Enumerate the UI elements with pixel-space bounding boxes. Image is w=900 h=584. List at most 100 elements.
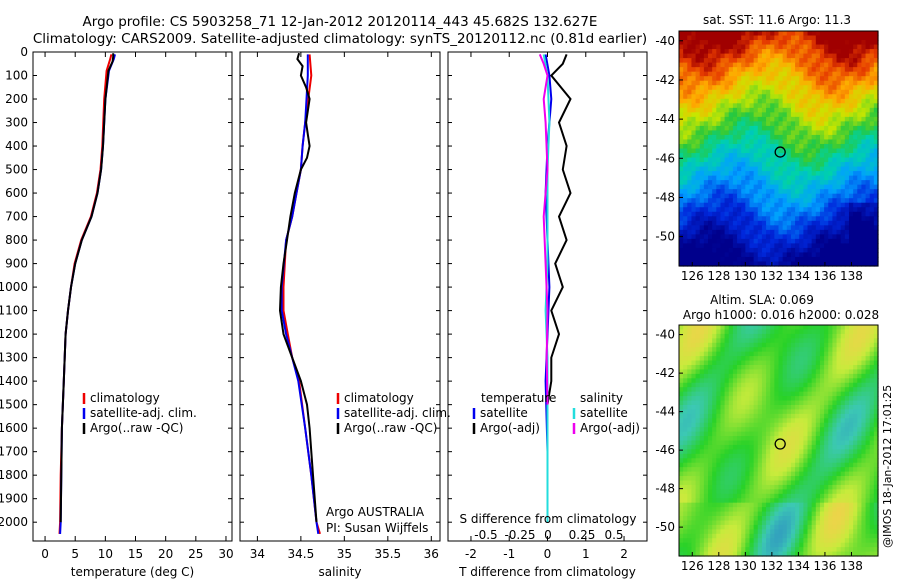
sst-map-xtick-label: 130: [734, 269, 757, 283]
sst-map-plot: [679, 31, 879, 267]
depth-tick-label: 700: [5, 210, 28, 224]
salinity-axes-frame: [240, 52, 440, 541]
float-owner-annotation: Argo AUSTRALIA: [326, 505, 425, 519]
difference-top-xlabel: S difference from climatology: [460, 512, 637, 526]
sst-map-xtick-label: 126: [681, 269, 704, 283]
sla-map-ytick-label: -44: [655, 405, 675, 419]
pi-name-annotation: PI: Susan Wijffels: [326, 521, 428, 535]
sla-map-ytick-label: -40: [655, 328, 675, 342]
temperature-legend-label: satellite-adj. clim.: [90, 406, 197, 420]
salinity-legend-title: salinity: [580, 391, 623, 405]
header-line-1: Argo profile: CS 5903258_71 12-Jan-2012 …: [83, 14, 598, 30]
salinity-xlabel: salinity: [318, 565, 361, 579]
salinity-legend-label: satellite-adj. clim.: [344, 406, 451, 420]
sla-map-xtick-label: 128: [707, 559, 730, 573]
difference-xtick-label: -1: [503, 547, 515, 561]
sla-map-ytick-label: -48: [655, 482, 675, 496]
header-line-2: Climatology: CARS2009. Satellite-adjuste…: [33, 31, 647, 47]
sla-map-xtick-label: 126: [681, 559, 704, 573]
sla-map-ytick-label: -46: [655, 443, 675, 457]
difference-series-t-argo-adj-: [548, 54, 571, 522]
temperature-legend-label: climatology: [90, 391, 160, 405]
temperature-series-satellite-adj-clim-: [60, 54, 115, 534]
depth-tick-label: 1400: [0, 374, 28, 388]
depth-tick-label: 400: [5, 139, 28, 153]
salinity-xtick-label: 34: [250, 547, 265, 561]
salinity-difference-tick-label: 0: [544, 528, 552, 542]
sla-map-xtick-label: 134: [787, 559, 810, 573]
depth-tick-label: 500: [5, 163, 28, 177]
sst-map-xtick-label: 138: [840, 269, 863, 283]
depth-tick-label: 600: [5, 186, 28, 200]
temperature-xtick-label: 25: [188, 547, 203, 561]
sla-map-xtick-label: 130: [734, 559, 757, 573]
temperature-xtick-label: 5: [71, 547, 79, 561]
depth-tick-label: 1600: [0, 421, 28, 435]
temperature-xlabel: temperature (deg C): [71, 565, 194, 579]
depth-tick-label: 0: [20, 45, 28, 59]
temperature-legend-title: temperature: [481, 391, 556, 405]
temperature-legend-label: Argo(..raw -QC): [90, 421, 183, 435]
difference-xlabel: T difference from climatology: [458, 565, 636, 579]
depth-tick-label: 100: [5, 69, 28, 83]
sst-map-ytick-label: -50: [655, 230, 675, 244]
sst-map-ytick-label: -44: [655, 112, 675, 126]
sla-map-title-line-2: Argo h1000: 0.016 h2000: 0.028: [683, 308, 879, 322]
temperature-xtick-label: 15: [128, 547, 143, 561]
salinity-difference-tick-label: 0.5: [604, 528, 623, 542]
depth-tick-label: 1800: [0, 468, 28, 482]
imos-timestamp: @IMOS 18-Jan-2012 17:01:25: [881, 385, 894, 548]
depth-tick-label: 1000: [0, 280, 28, 294]
sla-map-xtick-label: 132: [760, 559, 783, 573]
temperature-xtick-label: 10: [98, 547, 113, 561]
sla-map-xtick-label: 138: [840, 559, 863, 573]
sst-map-ytick-label: -48: [655, 190, 675, 204]
salinity-legend-label: Argo(..raw -QC): [344, 421, 437, 435]
difference-xtick-label: 0: [544, 547, 552, 561]
sla-map-title-line-1: Altim. SLA: 0.069: [710, 293, 814, 307]
salinity-diff-legend-label: satellite: [580, 406, 628, 420]
salinity-series-climatology: [284, 54, 321, 534]
sla-map-xtick-label: 136: [813, 559, 836, 573]
temperature-diff-legend-label: satellite: [480, 406, 528, 420]
salinity-xtick-label: 34.5: [288, 547, 315, 561]
salinity-legend-label: climatology: [344, 391, 414, 405]
sst-map-title: sat. SST: 11.6 Argo: 11.3: [703, 13, 851, 27]
temperature-series-argo-raw-qc-: [61, 53, 113, 522]
temperature-axes-frame: [33, 52, 232, 541]
difference-xtick-label: -2: [465, 547, 477, 561]
depth-tick-label: 1300: [0, 351, 28, 365]
temperature-xtick-label: 30: [218, 547, 233, 561]
difference-xtick-label: 2: [620, 547, 628, 561]
salinity-xtick-label: 35.5: [374, 547, 401, 561]
salinity-xtick-label: 35: [337, 547, 352, 561]
sst-map-xtick-label: 134: [787, 269, 810, 283]
temperature-xtick-label: 20: [158, 547, 173, 561]
difference-xtick-label: 1: [582, 547, 590, 561]
salinity-series-argo-raw-qc-: [280, 53, 317, 522]
sst-map-xtick-label: 132: [760, 269, 783, 283]
sla-map-ytick-label: -50: [655, 520, 675, 534]
sst-map-ytick-label: -42: [655, 73, 675, 87]
sla-map-plot: [679, 325, 879, 557]
depth-tick-label: 300: [5, 116, 28, 130]
depth-tick-label: 200: [5, 92, 28, 106]
depth-tick-label: 1200: [0, 327, 28, 341]
depth-tick-label: 2000: [0, 515, 28, 529]
depth-tick-label: 1100: [0, 304, 28, 318]
depth-tick-label: 1500: [0, 398, 28, 412]
depth-tick-label: 1900: [0, 492, 28, 506]
temperature-xtick-label: 0: [41, 547, 49, 561]
salinity-difference-tick-label: -0.5: [474, 528, 497, 542]
temperature-diff-legend-label: Argo(-adj): [480, 421, 540, 435]
salinity-difference-tick-label: -0.25: [504, 528, 535, 542]
salinity-xtick-label: 36: [424, 547, 439, 561]
salinity-difference-tick-label: 0.25: [569, 528, 596, 542]
sla-map-ytick-label: -42: [655, 366, 675, 380]
depth-tick-label: 900: [5, 257, 28, 271]
salinity-diff-legend-label: Argo(-adj): [580, 421, 640, 435]
sst-map-xtick-label: 136: [813, 269, 836, 283]
depth-tick-label: 800: [5, 233, 28, 247]
